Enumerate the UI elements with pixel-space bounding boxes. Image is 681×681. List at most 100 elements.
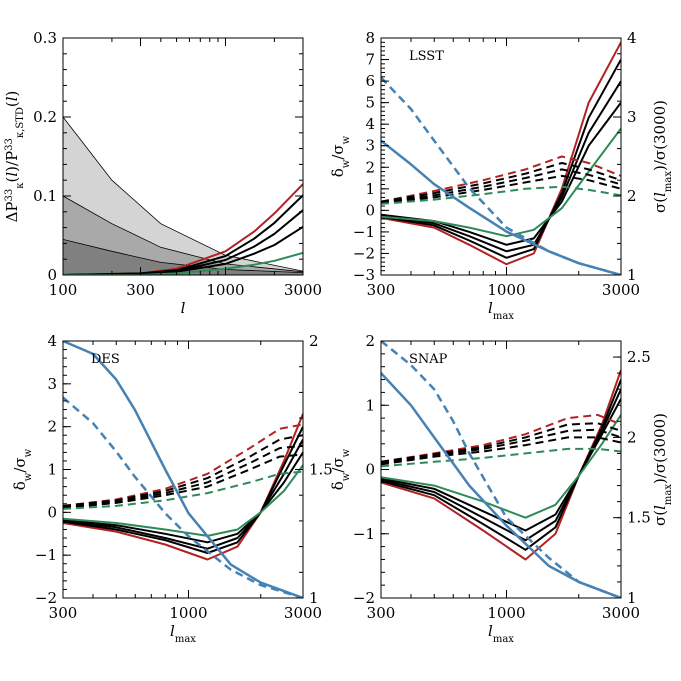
y-tick-label: 8 [365, 29, 375, 47]
series-green-dashed-10 [381, 185, 621, 205]
plot-area [381, 341, 621, 598]
y-tick-label: 2 [365, 332, 375, 350]
y2-tick-label: 1 [627, 266, 637, 284]
series-black-solid-4 [63, 451, 303, 544]
series-black-dashed-7 [381, 162, 621, 203]
x-tick-label: 300 [367, 604, 396, 622]
y-tick-label: −2 [353, 589, 375, 607]
x-axis-label: lmax [488, 299, 514, 322]
x-tick-label: 300 [49, 604, 78, 622]
y-tick-label: 0 [47, 266, 57, 284]
plot-area [63, 116, 303, 275]
series-black-solid-3 [63, 439, 303, 550]
series-green-dashed-10 [63, 470, 303, 510]
y-tick-label: 1 [365, 396, 375, 414]
plot-frame [62, 37, 304, 276]
y2-tick-label: 2 [309, 332, 319, 350]
y-tick-label: 3 [365, 137, 375, 155]
y-tick-label: 0.1 [33, 187, 57, 205]
y-tick-label: 0 [365, 461, 375, 479]
y-tick-label: 3 [47, 375, 57, 393]
y-axis-label: δw/σw [329, 448, 352, 490]
x-axis-label: lmax [170, 622, 196, 645]
series-black-solid-4 [381, 398, 621, 532]
series-red-dashed-6 [381, 413, 621, 463]
y2-tick-label: 1.5 [627, 509, 651, 527]
x-tick-label: 3000 [602, 281, 640, 299]
x-axis-label: l [181, 299, 186, 317]
series-red-dashed-6 [381, 155, 621, 203]
y-tick-label: −1 [35, 546, 57, 564]
y-tick-label: 2 [47, 418, 57, 436]
x-tick-label: 1000 [487, 281, 525, 299]
x-tick-label: 1000 [169, 604, 207, 622]
series-green-solid-5 [381, 414, 621, 519]
y2-tick-label: 4 [627, 29, 637, 47]
y-tick-label: 7 [365, 51, 375, 69]
series-black-dashed-9 [63, 453, 303, 510]
panel-annotation: DES [91, 352, 120, 367]
y-tick-label: −2 [35, 589, 57, 607]
y-tick-label: 0.2 [33, 108, 57, 126]
series-black-dashed-8 [381, 428, 621, 465]
series-red-solid-1 [381, 369, 621, 561]
y-tick-label: −1 [353, 223, 375, 241]
y2-axis-label: σ(lmax)/σ(3000) [651, 413, 674, 526]
y2-tick-label: 1 [309, 589, 319, 607]
series-red-dashed-6 [63, 423, 303, 507]
x-tick-label: 1000 [206, 281, 244, 299]
series-blue-solid-11 [381, 139, 621, 275]
x-axis-label: lmax [488, 622, 514, 645]
panel-lsst: 300 1000 3000 −3 −2 −1 0 1 2 3 4 5 6 7 8 1 2 3 4 LSST lmax δw… [329, 29, 674, 322]
series-green-solid-5 [381, 127, 621, 238]
x-tick-label: 100 [49, 281, 78, 299]
series-black-dashed-9 [381, 174, 621, 204]
y-axis-label: δw/σw [329, 135, 352, 177]
series-black-solid-2 [63, 426, 303, 554]
y-tick-label: 0 [365, 201, 375, 219]
series-black-solid-3 [381, 388, 621, 542]
x-tick-label: 300 [367, 281, 396, 299]
y-tick-label: −2 [353, 244, 375, 262]
y-tick-label: −1 [353, 525, 375, 543]
series-red-solid-1 [381, 41, 621, 266]
panel-annotation: LSST [409, 49, 444, 64]
panel-des: 300 1000 3000 −2 −1 0 1 2 3 4 1 1.5 2 DES lmax δw/σw [11, 332, 333, 645]
series-black-dashed-8 [381, 168, 621, 204]
plot-frame [380, 340, 622, 599]
series-black-dashed-7 [381, 422, 621, 463]
panel-power-spectrum-bias: 100 300 1000 3000 0 0.1 0.2 0.3 l ΔP33κ(l)/P33κ,S… [3, 29, 322, 317]
y-tick-label: 4 [365, 115, 375, 133]
series-blue-dashed-12 [63, 396, 303, 598]
y2-tick-label: 1.5 [309, 461, 333, 479]
series-green-solid-5 [63, 464, 303, 537]
y-axis-label: δw/σw [11, 448, 34, 490]
y-tick-label: −3 [353, 266, 375, 284]
y2-tick-label: 2.5 [627, 348, 651, 366]
series-blue-solid-11 [381, 372, 621, 598]
y-tick-label: 5 [365, 94, 375, 112]
series-black-solid-3 [381, 80, 621, 253]
y2-tick-label: 2 [627, 428, 637, 446]
y-tick-label: 0.3 [33, 29, 57, 47]
y2-tick-label: 3 [627, 108, 637, 126]
y-tick-label: 1 [47, 461, 57, 479]
plot-area [63, 341, 303, 598]
y-tick-label: 4 [47, 332, 57, 350]
y-tick-label: 6 [365, 72, 375, 90]
series-black-solid-2 [381, 379, 621, 551]
series-blue-solid-11 [63, 341, 303, 598]
series-green-dashed-10 [381, 447, 621, 468]
series-black-solid-2 [381, 59, 621, 259]
x-tick-label: 300 [126, 281, 155, 299]
x-tick-label: 3000 [602, 604, 640, 622]
y2-tick-label: 2 [627, 187, 637, 205]
x-tick-label: 3000 [284, 604, 322, 622]
series-black-dashed-8 [63, 444, 303, 509]
y-tick-label: 1 [365, 180, 375, 198]
y-tick-label: 0 [47, 503, 57, 521]
y-axis-label: ΔP33κ(l)/P33κ,STD(l) [3, 91, 26, 223]
y2-axis-label: σ(lmax)/σ(3000) [651, 100, 674, 213]
plot-frame [62, 340, 304, 599]
